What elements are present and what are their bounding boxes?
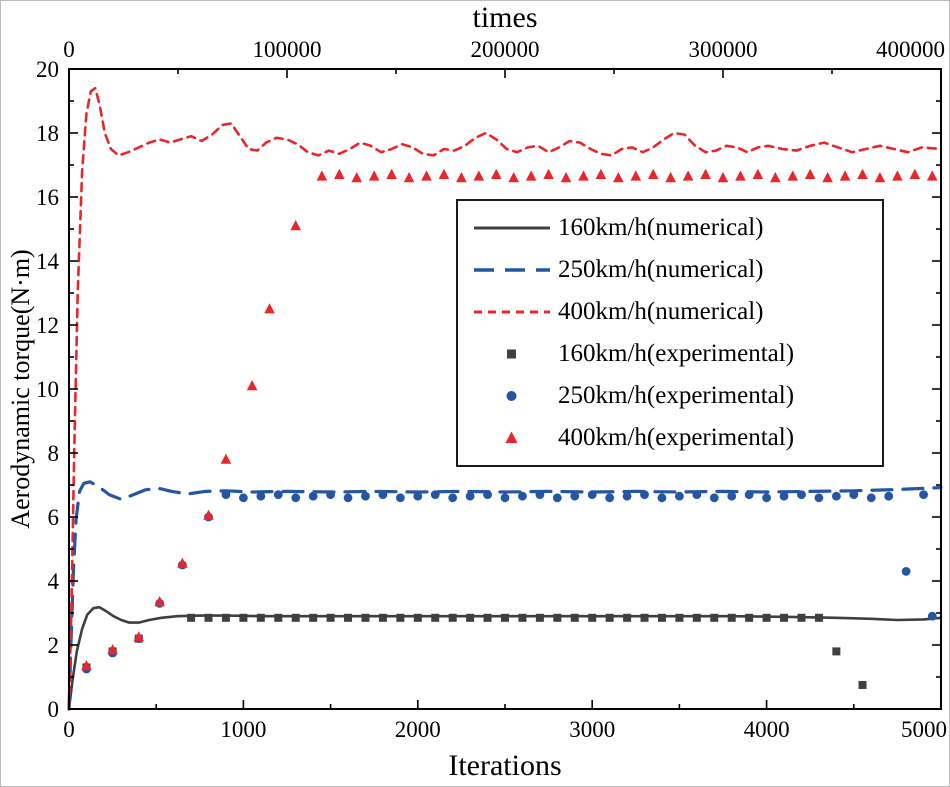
x-bottom-tick-label: 3000 <box>569 717 615 742</box>
legend-item-250-experimental: 250km/h(experimental) <box>466 375 872 417</box>
legend-label: 250km/h(experimental) <box>558 382 795 409</box>
y-tick-label: 20 <box>36 57 59 82</box>
legend-label: 400km/h(numerical) <box>558 298 764 325</box>
x-bottom-tick-label: 1000 <box>220 717 266 742</box>
y-tick-label: 12 <box>36 313 59 338</box>
x-bottom-tick-label: 4000 <box>744 717 790 742</box>
axis-tick-labels: 0 1000 2000 3000 4000 5000 0 100000 200000 300000… <box>36 37 947 742</box>
top-axis-title: times <box>472 1 538 34</box>
x-bottom-tick-label: 2000 <box>395 717 441 742</box>
legend-label: 250km/h(numerical) <box>558 256 764 283</box>
x-bottom-tick-label: 5000 <box>901 717 947 742</box>
y-tick-label: 16 <box>36 185 59 210</box>
legend-item-160-experimental: 160km/h(experimental) <box>466 333 872 375</box>
x-top-tick-label: 100000 <box>253 37 322 62</box>
legend-label: 160km/h(numerical) <box>558 214 764 241</box>
y-tick-label: 10 <box>36 377 59 402</box>
y-tick-label: 0 <box>48 697 60 722</box>
square-marker-swatch-icon <box>507 349 516 359</box>
y-tick-label: 8 <box>48 441 60 466</box>
short-dash-line-swatch-icon <box>474 310 550 314</box>
y-tick-label: 2 <box>48 633 60 658</box>
scatter-series-400km/h(experimental) <box>81 168 938 671</box>
solid-line-swatch-icon <box>474 226 550 230</box>
x-top-tick-label: 300000 <box>689 37 758 62</box>
legend-item-160-numerical: 160km/h(numerical) <box>466 207 872 249</box>
y-tick-label: 18 <box>36 121 59 146</box>
line-series-160km/h(numerical) <box>67 605 943 711</box>
legend: 160km/h(numerical) 250km/h(numerical) 40… <box>456 199 884 467</box>
long-dash-line-swatch-icon <box>474 268 550 272</box>
legend-item-400-numerical: 400km/h(numerical) <box>466 291 872 333</box>
y-axis-title: Aerodynamic torque(N·m) <box>6 249 35 529</box>
y-tick-label: 6 <box>48 505 60 530</box>
line-series-400km/h(numerical) <box>67 86 943 711</box>
x-top-tick-label: 200000 <box>471 37 540 62</box>
y-tick-label: 14 <box>36 249 60 274</box>
legend-label: 400km/h(experimental) <box>558 424 795 451</box>
x-bottom-tick-label: 0 <box>63 717 75 742</box>
x-top-tick-label: 0 <box>63 37 75 62</box>
scatter-series-160km/h(experimental) <box>82 613 867 689</box>
axis-ticks <box>68 68 942 710</box>
legend-item-400-experimental: 400km/h(experimental) <box>466 417 872 459</box>
legend-item-250-numerical: 250km/h(numerical) <box>466 249 872 291</box>
legend-label: 160km/h(experimental) <box>558 340 795 367</box>
bottom-axis-title: Iterations <box>448 749 562 782</box>
y-tick-label: 4 <box>48 569 60 594</box>
triangle-marker-swatch-icon <box>505 431 518 443</box>
line-series-250km/h(numerical) <box>67 480 943 711</box>
circle-marker-swatch-icon <box>506 391 517 401</box>
x-top-tick-label: 400000 <box>876 37 945 62</box>
